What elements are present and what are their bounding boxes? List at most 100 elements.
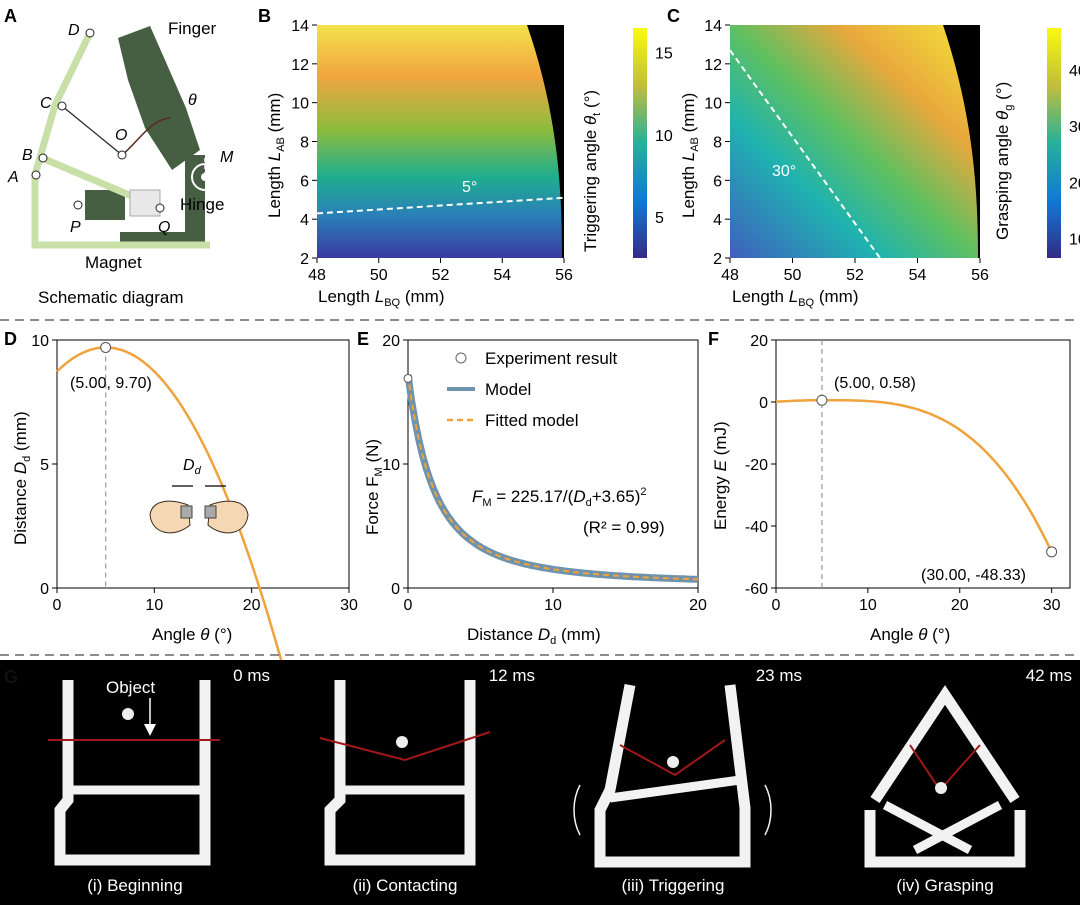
data-point-f-2 xyxy=(1046,546,1058,558)
panel-b-heatmap: B 5° 48 50 52 54 56 2 4 6 8 10 12 14 Length LBQ (mm… xyxy=(258,6,673,309)
hinge-circle xyxy=(191,163,219,191)
object-ball xyxy=(122,708,134,720)
f-y-tick-label: 20 xyxy=(750,333,768,350)
b-x-tick-label: 52 xyxy=(432,267,450,284)
frame-time-1: 0 ms xyxy=(233,666,270,685)
caption-schematic: Schematic diagram xyxy=(38,288,184,307)
panel-c-heatmap: C 30° 48 50 52 54 56 2 4 6 8 10 12 14 Length LBQ (m… xyxy=(667,6,1080,309)
infeasible-region-b xyxy=(527,25,564,258)
infeasible-region-c xyxy=(943,25,980,258)
panel-f-chart: F (5.00, 0.58) (30.00, -48.33) 0 10 20 30 -6… xyxy=(708,329,1071,644)
object-label: Object xyxy=(106,678,155,697)
c-y-tick-label: 8 xyxy=(713,135,722,152)
e-y-tick-label: 20 xyxy=(382,333,400,350)
c-y-tick-label: 10 xyxy=(704,96,722,113)
d-y-tick-label: 5 xyxy=(40,457,49,474)
inset-hands-illustration: Dd xyxy=(149,457,249,534)
series-line-f xyxy=(775,398,1053,553)
cbar-label-b: Triggering angle θt (°) xyxy=(581,90,603,252)
frame-caption-2: (ii) Contacting xyxy=(352,876,458,895)
panel-letter-e: E xyxy=(357,329,369,349)
d-y-tick-label: 0 xyxy=(40,581,49,598)
heatmap-c xyxy=(730,25,980,258)
series-line-model xyxy=(404,374,699,583)
contour-line-c xyxy=(729,49,881,259)
e-x-tick-label: 20 xyxy=(689,597,707,614)
e-x-tick-label: 0 xyxy=(404,597,413,614)
e-y-tick-label: 10 xyxy=(382,457,400,474)
c-colorbar-tick-label: 30 xyxy=(1069,119,1080,136)
label-o: O xyxy=(115,127,127,144)
c-y-tick-label: 2 xyxy=(713,251,722,268)
legend-e: Experiment result Model Fitted model xyxy=(447,349,618,430)
data-point-d xyxy=(100,341,112,353)
label-b: B xyxy=(22,147,33,164)
c-y-tick-label: 6 xyxy=(713,173,722,190)
d-x-tick-label: 0 xyxy=(53,597,62,614)
b-y-tick-label: 6 xyxy=(300,173,309,190)
legend-label-experiment: Experiment result xyxy=(485,349,618,368)
f-x-tick-label: 30 xyxy=(1043,597,1061,614)
frame-caption-3: (iii) Triggering xyxy=(621,876,725,895)
b-x-tick-label: 54 xyxy=(493,267,511,284)
right-magnet xyxy=(204,505,217,519)
panel-letter-a: A xyxy=(4,6,17,26)
colorbar-b xyxy=(633,28,647,258)
panel-letter-f: F xyxy=(708,329,719,349)
xlabel-d: Angle θ (°) xyxy=(152,625,232,644)
panel-e-chart: E 0 10 20 0 10 20 Experiment result Model Fit… xyxy=(357,329,707,647)
e-y-tick-label: 0 xyxy=(391,581,400,598)
label-m: M xyxy=(220,149,234,166)
data-point-f-1 xyxy=(816,394,828,406)
f-y-tick-label: -60 xyxy=(745,581,768,598)
panel-g-photos: G Object xyxy=(0,660,1080,905)
c-x-tick-label: 48 xyxy=(721,267,739,284)
photo-frame-triggering xyxy=(573,683,772,868)
b-y-tick-label: 12 xyxy=(291,57,309,74)
ylabel-b: Length LAB (mm) xyxy=(265,93,287,218)
cbar-label-c: Grasping angle θg (°) xyxy=(993,82,1015,240)
d-x-tick-label: 20 xyxy=(243,597,261,614)
link-co xyxy=(61,105,123,156)
d-x-tick-label: 30 xyxy=(340,597,358,614)
b-colorbar-tick-label: 10 xyxy=(655,128,673,145)
series-line-fitted xyxy=(407,374,699,581)
c-x-tick-label: 56 xyxy=(971,267,989,284)
point-b xyxy=(38,153,48,163)
inset-label-dd: Dd xyxy=(183,457,202,477)
xlabel-e: Distance Dd (mm) xyxy=(467,625,601,647)
frame-time-3: 23 ms xyxy=(755,666,802,685)
panel-letter-d: D xyxy=(4,329,17,349)
legend-label-model: Model xyxy=(485,380,531,399)
f-y-tick-label: 0 xyxy=(759,395,768,412)
contour-label-b: 5° xyxy=(462,179,477,196)
magnet-block xyxy=(129,189,161,217)
f-x-tick-label: 20 xyxy=(951,597,969,614)
e-x-tick-label: 10 xyxy=(544,597,562,614)
frame-caption-1: (i) Beginning xyxy=(87,876,183,895)
label-a: A xyxy=(7,169,19,186)
frame-caption-4: (iv) Grasping xyxy=(896,876,994,895)
ylabel-e: Force FM (N) xyxy=(363,439,385,535)
colorbar-c xyxy=(1047,28,1061,258)
c-colorbar-tick-label: 40 xyxy=(1069,63,1080,80)
b-x-tick-label: 56 xyxy=(555,267,573,284)
xlabel-c: Length LBQ (mm) xyxy=(732,287,858,309)
photo-frame-grasping xyxy=(864,685,1026,868)
label-hinge: Hinge xyxy=(180,195,224,214)
f-y-tick-label: -40 xyxy=(745,519,768,536)
label-finger: Finger xyxy=(168,19,217,38)
d-y-tick-label: 10 xyxy=(31,333,49,350)
c-x-tick-label: 52 xyxy=(846,267,864,284)
b-x-tick-label: 50 xyxy=(370,267,388,284)
b-y-tick-label: 8 xyxy=(300,135,309,152)
photo-strip-text: 0 ms 12 ms 23 ms 42 ms (i) Beginning (ii… xyxy=(0,660,1080,905)
label-p: P xyxy=(70,219,81,236)
finger-lower-link xyxy=(185,155,205,245)
annotation-d: (5.00, 9.70) xyxy=(70,375,152,392)
contour-label-c: 30° xyxy=(772,163,796,180)
point-d xyxy=(85,28,95,38)
contour-line-b xyxy=(316,196,565,215)
magnet-holder xyxy=(85,190,125,220)
